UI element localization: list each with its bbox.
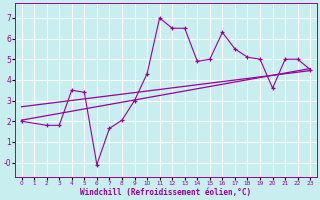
X-axis label: Windchill (Refroidissement éolien,°C): Windchill (Refroidissement éolien,°C) bbox=[80, 188, 252, 197]
